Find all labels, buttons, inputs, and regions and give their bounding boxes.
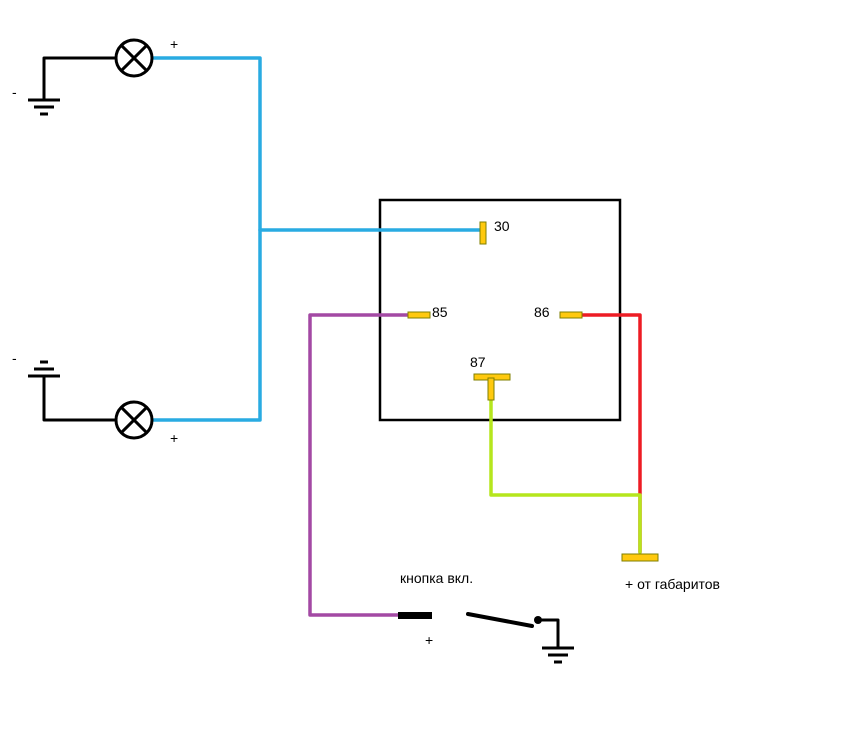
pin-30-label: 30 — [494, 218, 510, 234]
ground-bottom-icon — [44, 376, 116, 420]
pin-86 — [560, 312, 582, 318]
switch-left-terminal — [398, 612, 432, 619]
wire-red — [582, 315, 640, 552]
ground-top-icon — [44, 58, 116, 100]
lamp-top-plus: + — [170, 36, 178, 52]
diagram-canvas: 30 85 86 87 + - + - кнопка вкл. + + от г… — [0, 0, 849, 733]
pin-86-label: 86 — [534, 304, 550, 320]
pin-85 — [408, 312, 430, 318]
switch-label: кнопка вкл. — [400, 570, 473, 586]
lamp-bottom-plus: + — [170, 430, 178, 446]
switch-plus-label: + — [425, 632, 433, 648]
wire-green — [491, 400, 640, 552]
wire-purple — [310, 315, 408, 615]
pin-87 — [488, 378, 494, 400]
wiring-svg — [0, 0, 849, 733]
switch-arm-icon — [468, 614, 532, 626]
lamp-bottom-minus: - — [12, 350, 17, 366]
wire-cyan-top — [152, 58, 480, 230]
pin-85-label: 85 — [432, 304, 448, 320]
pin-30 — [480, 222, 486, 244]
power-source-label: + от габаритов — [625, 576, 720, 592]
wire-cyan-bottom — [152, 230, 260, 420]
lamp-top-minus: - — [12, 84, 17, 100]
pin-87-label: 87 — [470, 354, 486, 370]
power-source-terminal — [622, 554, 658, 561]
